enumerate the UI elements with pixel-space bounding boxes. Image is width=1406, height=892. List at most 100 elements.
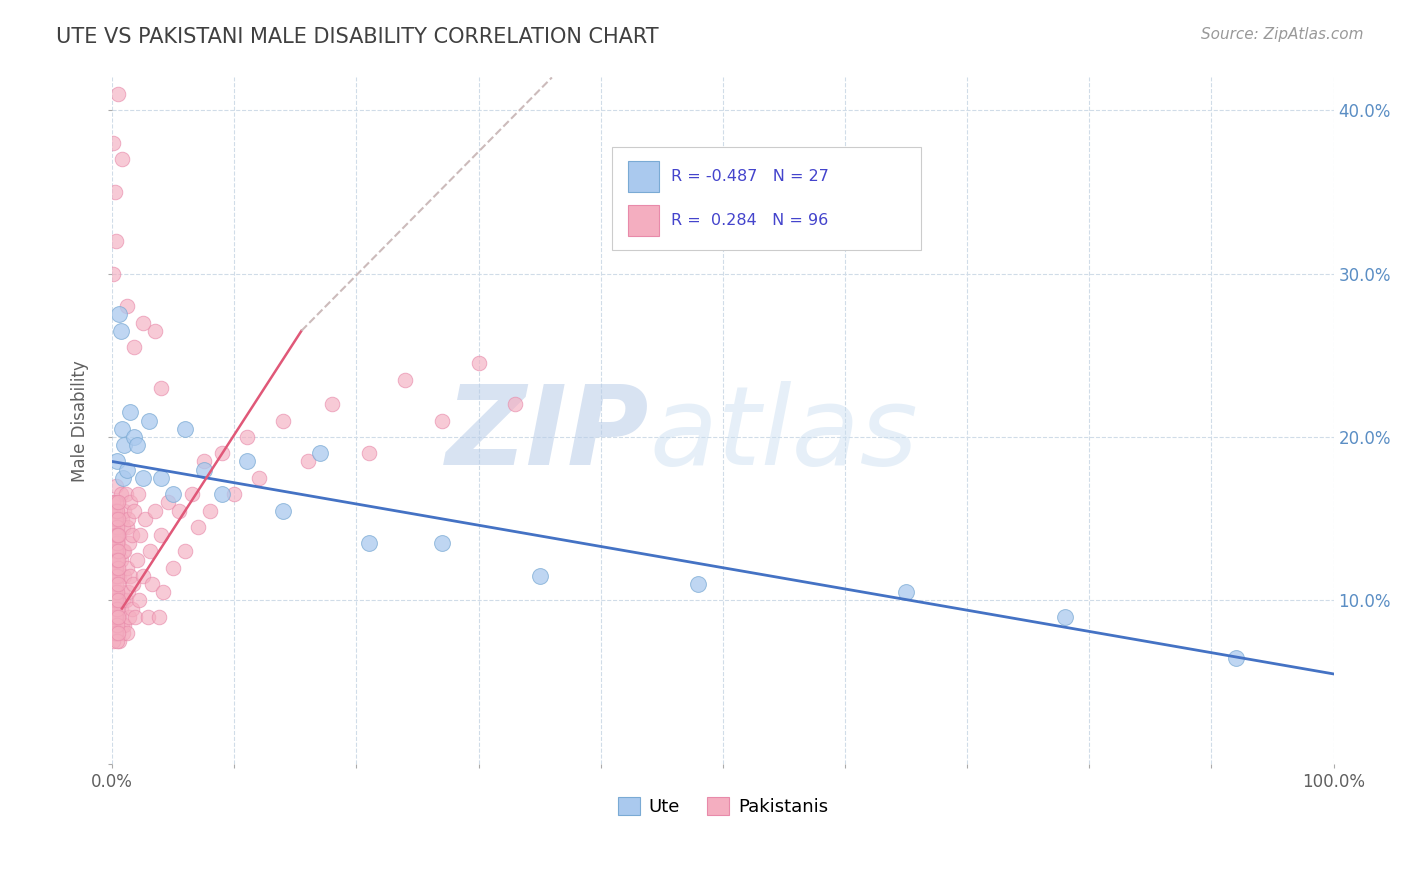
Pakistanis bbox=[127, 487, 149, 501]
Pakistanis bbox=[114, 487, 136, 501]
Pakistanis bbox=[115, 520, 138, 534]
Pakistanis bbox=[114, 593, 136, 607]
Ute bbox=[131, 471, 153, 485]
Pakistanis bbox=[297, 454, 319, 468]
Pakistanis bbox=[110, 601, 132, 615]
Pakistanis bbox=[103, 136, 125, 150]
Pakistanis bbox=[131, 316, 153, 330]
Text: Source: ZipAtlas.com: Source: ZipAtlas.com bbox=[1201, 27, 1364, 42]
Pakistanis bbox=[169, 503, 191, 517]
Pakistanis bbox=[107, 560, 129, 574]
Pakistanis bbox=[104, 511, 127, 525]
Pakistanis bbox=[103, 520, 125, 534]
Pakistanis bbox=[104, 626, 127, 640]
Pakistanis bbox=[104, 520, 127, 534]
Ute bbox=[150, 471, 173, 485]
Ute bbox=[193, 463, 215, 477]
Pakistanis bbox=[122, 503, 145, 517]
Pakistanis bbox=[104, 593, 127, 607]
Ute bbox=[111, 422, 134, 436]
Ute bbox=[529, 569, 551, 583]
Pakistanis bbox=[104, 560, 127, 574]
Ute bbox=[174, 422, 197, 436]
Pakistanis bbox=[108, 609, 131, 624]
Pakistanis bbox=[104, 511, 127, 525]
Pakistanis bbox=[104, 528, 127, 542]
Pakistanis bbox=[103, 544, 125, 558]
Pakistanis bbox=[112, 544, 135, 558]
Y-axis label: Male Disability: Male Disability bbox=[72, 359, 89, 482]
Pakistanis bbox=[104, 503, 127, 517]
Pakistanis bbox=[107, 536, 129, 550]
Pakistanis bbox=[104, 609, 127, 624]
Pakistanis bbox=[136, 609, 159, 624]
Pakistanis bbox=[247, 471, 270, 485]
Pakistanis bbox=[103, 618, 125, 632]
Pakistanis bbox=[131, 569, 153, 583]
Pakistanis bbox=[108, 569, 131, 583]
Pakistanis bbox=[104, 495, 127, 509]
Pakistanis bbox=[107, 495, 129, 509]
Pakistanis bbox=[105, 528, 128, 542]
Pakistanis bbox=[104, 185, 127, 199]
Pakistanis bbox=[105, 618, 128, 632]
Pakistanis bbox=[104, 593, 127, 607]
Ute bbox=[211, 487, 233, 501]
Pakistanis bbox=[104, 569, 127, 583]
Pakistanis bbox=[104, 528, 127, 542]
Pakistanis bbox=[120, 569, 142, 583]
Pakistanis bbox=[122, 340, 145, 354]
Pakistanis bbox=[103, 577, 125, 591]
Ute bbox=[138, 414, 160, 428]
Pakistanis bbox=[103, 544, 125, 558]
Legend: Ute, Pakistanis: Ute, Pakistanis bbox=[610, 789, 835, 823]
Pakistanis bbox=[103, 585, 125, 599]
Text: R = -0.487   N = 27: R = -0.487 N = 27 bbox=[671, 169, 828, 184]
Pakistanis bbox=[115, 299, 138, 313]
Ute bbox=[308, 446, 330, 460]
Pakistanis bbox=[104, 618, 127, 632]
Pakistanis bbox=[110, 487, 132, 501]
Pakistanis bbox=[105, 585, 128, 599]
Pakistanis bbox=[107, 626, 129, 640]
Ute bbox=[894, 585, 917, 599]
Pakistanis bbox=[198, 503, 221, 517]
Pakistanis bbox=[103, 593, 125, 607]
Pakistanis bbox=[104, 479, 127, 493]
Text: ZIP: ZIP bbox=[446, 381, 650, 488]
Pakistanis bbox=[105, 618, 128, 632]
Pakistanis bbox=[105, 536, 128, 550]
Ute bbox=[125, 438, 148, 452]
Pakistanis bbox=[104, 560, 127, 574]
Pakistanis bbox=[117, 585, 139, 599]
Pakistanis bbox=[143, 324, 166, 338]
Pakistanis bbox=[224, 487, 246, 501]
Ute bbox=[110, 324, 132, 338]
Pakistanis bbox=[118, 609, 141, 624]
Pakistanis bbox=[103, 601, 125, 615]
Pakistanis bbox=[121, 601, 143, 615]
Ute bbox=[1053, 609, 1076, 624]
Ute bbox=[430, 536, 453, 550]
Pakistanis bbox=[394, 373, 416, 387]
Pakistanis bbox=[104, 234, 127, 248]
Pakistanis bbox=[103, 552, 125, 566]
Pakistanis bbox=[107, 87, 129, 101]
Pakistanis bbox=[103, 536, 125, 550]
Pakistanis bbox=[110, 552, 132, 566]
Pakistanis bbox=[112, 618, 135, 632]
Pakistanis bbox=[112, 569, 135, 583]
Pakistanis bbox=[150, 381, 173, 395]
Pakistanis bbox=[104, 552, 127, 566]
Ute bbox=[1225, 650, 1247, 665]
Pakistanis bbox=[107, 544, 129, 558]
Pakistanis bbox=[107, 552, 129, 566]
Pakistanis bbox=[103, 569, 125, 583]
Pakistanis bbox=[430, 414, 453, 428]
Pakistanis bbox=[105, 634, 128, 648]
Pakistanis bbox=[112, 544, 135, 558]
Pakistanis bbox=[107, 511, 129, 525]
Pakistanis bbox=[103, 495, 125, 509]
Ute bbox=[688, 577, 710, 591]
Pakistanis bbox=[112, 593, 135, 607]
